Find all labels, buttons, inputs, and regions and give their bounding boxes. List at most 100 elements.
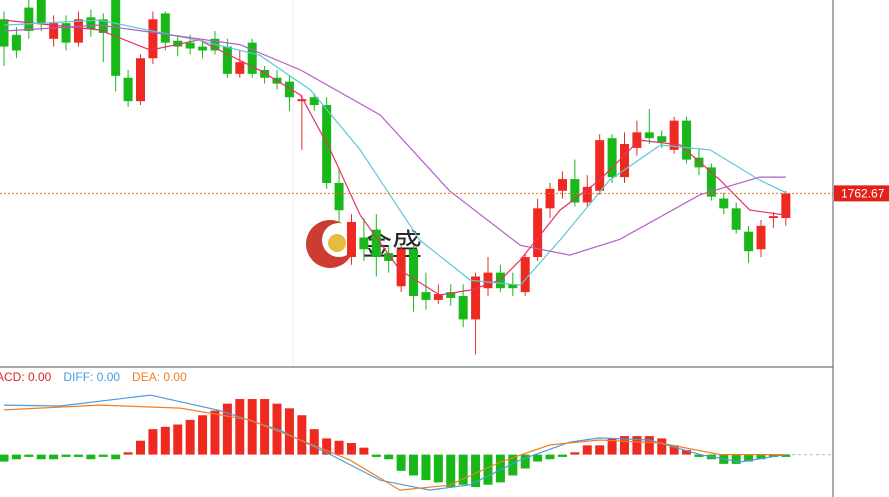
candle-body <box>582 186 592 203</box>
macd-bar <box>11 454 21 460</box>
macd-bar <box>495 454 505 483</box>
candle-body <box>297 99 307 102</box>
candle-body <box>520 257 530 293</box>
candle-body <box>768 216 778 219</box>
candle-body <box>396 249 406 287</box>
candle-body <box>198 46 208 51</box>
legend-label: MACD: 0.00 <box>0 370 52 384</box>
macd-bar <box>160 426 170 455</box>
last-price-label: 1762.67 <box>841 187 885 201</box>
macd-bar <box>607 438 617 455</box>
line-series <box>3 404 786 491</box>
axis-layer: 1762.67 MACD: 0.00 DIFF: 0.00 DEA: 0.00 <box>0 185 889 384</box>
macd-bar <box>694 454 704 457</box>
macd-bar <box>111 454 121 460</box>
macd-bar <box>384 454 394 460</box>
macd-bar <box>36 454 46 460</box>
candle-body <box>458 296 468 320</box>
plot-layer <box>0 0 833 491</box>
macd-bar <box>632 436 642 455</box>
macd-bar <box>260 399 270 455</box>
candle-body <box>421 292 431 300</box>
macd-bar <box>582 445 592 455</box>
candle-body <box>334 182 344 211</box>
macd-bar <box>520 454 530 469</box>
candle-body <box>359 237 369 250</box>
macd-bar <box>284 408 294 455</box>
macd-bar <box>458 454 468 485</box>
macd-bar <box>359 447 369 455</box>
macd-bar <box>61 454 71 457</box>
candle-body <box>508 284 518 289</box>
macd-bar <box>471 454 481 488</box>
macd-bar <box>247 399 257 455</box>
macd-bar <box>533 454 543 462</box>
candle-body <box>24 7 34 31</box>
candle-body <box>309 97 319 106</box>
candle-body <box>284 81 294 98</box>
macd-bar <box>322 438 332 455</box>
macd-bar <box>731 454 741 464</box>
macd-bar <box>148 429 158 455</box>
macd-bar <box>185 419 195 455</box>
candle-body <box>632 132 642 148</box>
candle-body <box>706 167 716 197</box>
macd-bar <box>334 440 344 455</box>
candle-body <box>595 140 605 191</box>
macd-bar <box>0 454 9 462</box>
macd-bar <box>421 454 431 481</box>
candle-body <box>694 157 704 168</box>
candle-body <box>123 77 133 102</box>
candle-body <box>86 17 96 30</box>
macd-bar <box>86 454 96 460</box>
macd-bar <box>198 415 208 455</box>
candle-body <box>744 231 754 252</box>
candle-body <box>346 221 356 258</box>
candle-body <box>61 23 71 43</box>
macd-bar <box>98 454 108 457</box>
macd-bar <box>222 403 232 455</box>
macd-bar <box>173 424 183 455</box>
candle-body <box>557 179 567 191</box>
candle-body <box>173 40 183 47</box>
line-series <box>3 19 787 286</box>
candle-body <box>185 42 195 49</box>
macd-bar <box>669 445 679 455</box>
macd-bar <box>433 454 443 483</box>
macd-bar <box>309 429 319 455</box>
line-series <box>3 24 786 256</box>
macd-bar <box>682 449 692 455</box>
candle-body <box>49 23 59 39</box>
candle-body <box>620 144 629 178</box>
macd-bar <box>371 454 381 457</box>
macd-bar <box>346 443 356 455</box>
macd-bar <box>24 454 34 457</box>
candle-body <box>533 208 543 258</box>
macd-bar <box>409 454 419 476</box>
macd-bar <box>396 454 406 471</box>
legend-label: DEA: 0.00 <box>132 370 187 384</box>
candle-body <box>719 198 729 209</box>
macd-bar <box>123 452 133 455</box>
macd-bar <box>73 454 83 457</box>
candle-body <box>222 46 232 74</box>
line-series <box>3 394 786 491</box>
candle-body <box>682 120 692 160</box>
macd-bar <box>595 445 605 455</box>
macd-bar <box>545 454 555 460</box>
candle-body <box>73 19 83 43</box>
candle-body <box>657 136 667 143</box>
candle-body <box>11 34 21 51</box>
macd-bar <box>235 399 245 455</box>
candle-body <box>148 19 158 59</box>
candle-body <box>0 19 9 47</box>
candle-body <box>644 132 654 139</box>
macd-bar <box>570 452 580 455</box>
macd-bar <box>768 454 778 457</box>
candle-body <box>384 253 394 261</box>
last-price-box <box>834 185 889 202</box>
candle-body <box>570 179 580 203</box>
macd-bar <box>49 454 59 460</box>
